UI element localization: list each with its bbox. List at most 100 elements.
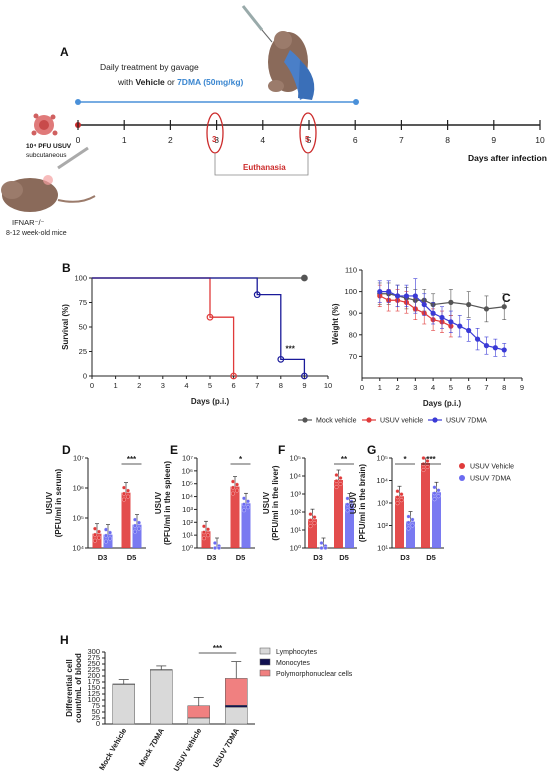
panel-c-label: C	[502, 291, 511, 305]
data-point	[231, 492, 235, 496]
data-point	[213, 546, 217, 550]
data-point	[309, 518, 313, 522]
y-axis-label: (PFU/ml in the brain)	[358, 464, 367, 543]
data-point	[400, 492, 404, 496]
data-point	[231, 486, 235, 490]
significance-label: *	[403, 455, 407, 464]
weight-point	[377, 289, 382, 294]
panel-a-label: A	[60, 45, 69, 59]
timeline-tick-label: 7	[399, 135, 404, 145]
x-tick-label: D3	[313, 553, 323, 562]
y-axis-label: Survival (%)	[61, 304, 70, 350]
y-axis-label: Differential cell	[65, 659, 74, 716]
data-point	[242, 508, 246, 512]
data-point	[335, 479, 339, 483]
data-point	[202, 524, 206, 528]
data-point	[126, 495, 130, 499]
data-point	[339, 476, 343, 480]
weight-point	[448, 319, 453, 324]
blood-cell-chart: 0255075100125150175200225250275300Differ…	[65, 644, 255, 773]
x-tick-label: 2	[137, 381, 141, 390]
treatment-start-marker	[75, 99, 81, 105]
legend-swatch	[260, 659, 270, 665]
y-axis-label: count/mL of blood	[74, 653, 83, 723]
data-point	[137, 521, 141, 525]
significance-label: **	[341, 455, 348, 464]
survival-point	[302, 275, 308, 281]
data-point	[133, 530, 137, 534]
inoculum-route: subcutaneous	[26, 152, 67, 159]
y-tick-label: 10¹	[182, 531, 193, 540]
x-tick-label: 10	[324, 381, 332, 390]
legend-entry: Polymorphonuclear cells	[276, 671, 353, 678]
data-point	[313, 521, 317, 525]
data-point	[122, 492, 126, 496]
significance-label: ***	[127, 455, 137, 464]
x-tick-label: 3	[161, 381, 165, 390]
timeline-tick-label: 4	[260, 135, 265, 145]
x-tick-label: D3	[98, 553, 108, 562]
bar	[421, 463, 430, 548]
y-tick-label: 10⁰	[290, 544, 301, 553]
data-point	[126, 489, 130, 493]
weight-point	[422, 302, 427, 307]
euthanasia-day3-label: 3	[212, 135, 217, 144]
panel-h-label: H	[60, 633, 69, 647]
x-tick-label: 1	[378, 383, 382, 392]
stacked-bar-segment	[113, 684, 135, 724]
y-axis-label: (PFU/ml in serum)	[54, 468, 63, 537]
weight-point	[395, 293, 400, 298]
data-point	[335, 473, 339, 477]
data-point	[231, 480, 235, 484]
y-tick-label: 10²	[182, 518, 193, 527]
x-tick-label: 7	[255, 381, 259, 390]
y-tick-label: 110	[345, 266, 357, 275]
euthanasia-day5-marker	[300, 113, 316, 153]
y-tick-label: 10³	[290, 490, 301, 499]
data-point	[242, 496, 246, 500]
x-tick-label: USUV 7DMA	[211, 726, 241, 769]
survival-line	[92, 278, 304, 376]
x-tick-label: Mock Vehicle	[97, 727, 128, 772]
weight-point	[493, 345, 498, 350]
y-tick-label: 25	[79, 347, 87, 356]
x-tick-label: D5	[236, 553, 246, 562]
stacked-bar-segment	[150, 670, 172, 724]
data-point	[433, 497, 437, 501]
legend-swatch-marker	[432, 417, 437, 422]
data-point	[235, 483, 239, 487]
stacked-bar-segment	[188, 718, 210, 724]
timeline-tick-label: 2	[168, 135, 173, 145]
data-point	[206, 527, 210, 531]
y-tick-label: 10⁴	[181, 492, 193, 501]
timeline-tick-label: 10	[535, 135, 545, 145]
y-tick-label: 10⁷	[73, 454, 84, 463]
x-tick-label: D5	[339, 553, 349, 562]
y-tick-label: 10⁵	[73, 514, 84, 523]
y-tick-label: 10⁵	[377, 454, 388, 463]
data-point	[411, 524, 415, 528]
data-point	[309, 524, 313, 528]
y-tick-label: 10⁴	[289, 472, 301, 481]
weight-point	[484, 343, 489, 348]
y-tick-label: 10⁰	[182, 544, 193, 553]
data-point	[202, 536, 206, 540]
legend-swatch-marker	[366, 417, 371, 422]
data-point	[400, 498, 404, 502]
legend-swatch	[260, 670, 270, 676]
mouse-strain: IFNAR⁻/⁻	[12, 218, 45, 227]
data-point	[217, 546, 221, 550]
data-point	[437, 488, 441, 492]
legend-swatch-marker	[459, 475, 465, 481]
x-tick-label: D3	[207, 553, 217, 562]
y-tick-label: 90	[349, 309, 357, 318]
legend-entry: USUV vehicle	[380, 418, 423, 425]
x-tick-label: 7	[484, 383, 488, 392]
euthanasia-label: Euthanasia	[243, 163, 286, 172]
